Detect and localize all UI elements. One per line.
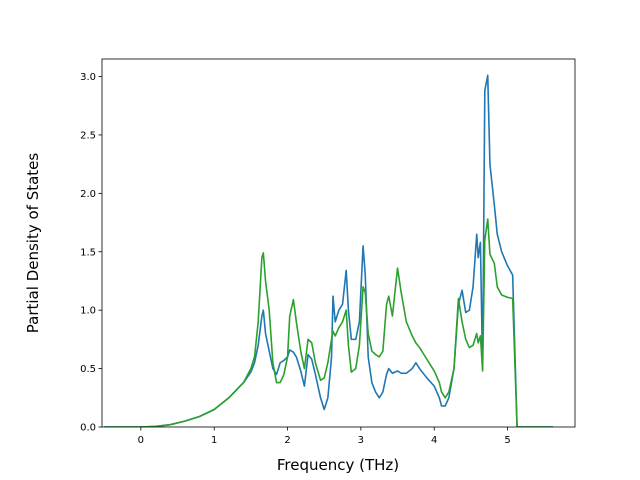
- y-tick-label: 1.0: [80, 306, 96, 317]
- y-tick-label: 0.0: [80, 423, 96, 434]
- x-tick-label: 2: [284, 435, 290, 446]
- plot-frame: [101, 58, 576, 428]
- x-tick-label: 0: [138, 435, 144, 446]
- y-axis-label: Partial Density of States: [24, 153, 42, 334]
- y-tick-label: 3.0: [80, 72, 96, 83]
- y-tick-label: 2.0: [80, 189, 96, 200]
- series-line: [104, 74, 553, 427]
- y-tick-label: 2.5: [80, 130, 96, 141]
- x-tick-label: 5: [504, 435, 510, 446]
- x-tick-label: 3: [358, 435, 364, 446]
- x-tick-label: 4: [431, 435, 437, 446]
- series-line: [104, 218, 553, 427]
- x-axis-label: Frequency (THz): [277, 456, 399, 474]
- x-tick-label: 1: [211, 435, 217, 446]
- y-tick-label: 1.5: [80, 247, 96, 258]
- y-tick-label: 0.5: [80, 364, 96, 375]
